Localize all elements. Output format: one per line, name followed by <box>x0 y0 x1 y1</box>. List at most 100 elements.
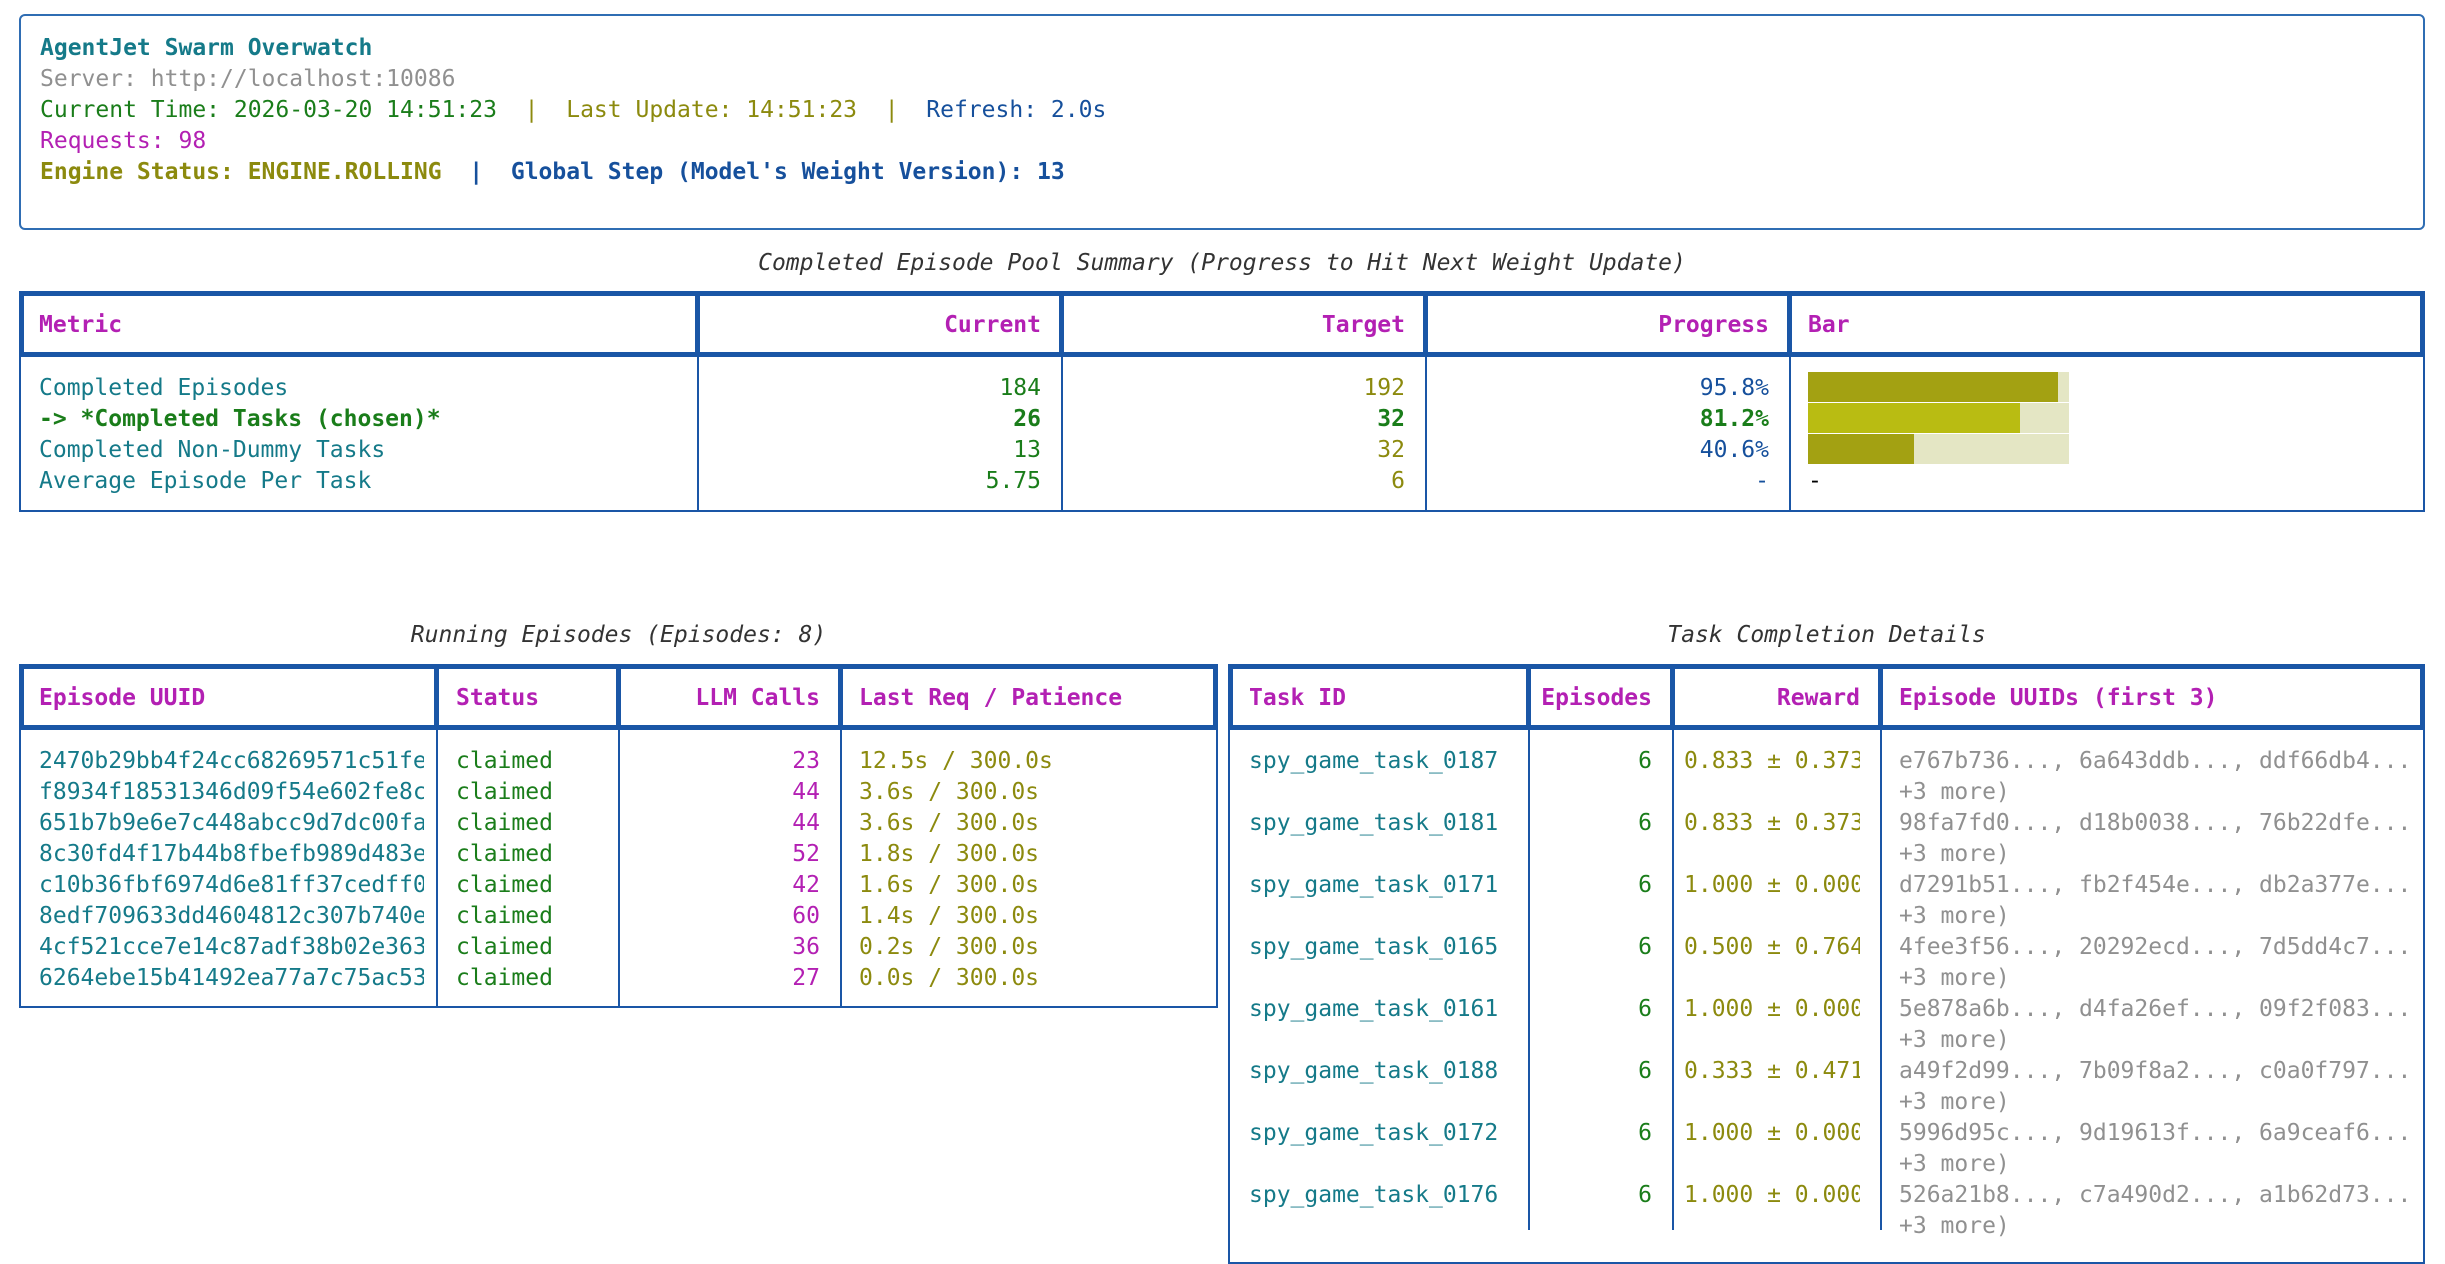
progress-bar-fill <box>1808 403 2020 433</box>
col-header-bar: Bar <box>1808 312 1850 338</box>
episode-uuids-more: +3 more) <box>1899 903 2010 929</box>
episode-count: 6 <box>1638 1058 1652 1084</box>
separator: | <box>469 159 484 185</box>
col-header-current: Current <box>944 312 1041 338</box>
episode-uuid: 651b7b9e6e7c448abcc9d7dc00fa… <box>39 810 424 836</box>
episode-uuids: 526a21b8..., c7a490d2..., a1b62d73... ( <box>1899 1182 2419 1208</box>
divider <box>1423 291 1428 357</box>
divider <box>1670 664 1675 730</box>
status-value: claimed <box>456 748 553 774</box>
last-req-patience: 3.6s / 300.0s <box>859 810 1040 836</box>
last-req-patience: 12.5s / 300.0s <box>859 748 1053 774</box>
divider <box>434 664 439 730</box>
divider <box>1425 357 1427 512</box>
episode-uuids-more: +3 more) <box>1899 841 2010 867</box>
reward-value: 1.000 ± 0.000 <box>1684 1182 1860 1208</box>
col-header-task-id: Task ID <box>1249 685 1346 711</box>
separator: | <box>524 97 539 123</box>
summary-progress: 81.2% <box>1699 406 1769 432</box>
col-header-progress: Progress <box>1658 312 1769 338</box>
episode-count: 6 <box>1638 810 1652 836</box>
divider <box>1059 291 1064 357</box>
running-caption: Running Episodes (Episodes: 8) <box>410 622 827 648</box>
episode-uuid: 4cf521cce7e14c87adf38b02e363… <box>39 934 424 960</box>
episode-uuids-more: +3 more) <box>1899 1089 2010 1115</box>
llm-calls: 52 <box>792 841 820 867</box>
progress-bar <box>1808 434 2069 464</box>
divider <box>1526 664 1531 730</box>
llm-calls: 27 <box>792 965 820 991</box>
episode-uuid: c10b36fbf6974d6e81ff37cedff0… <box>39 872 424 898</box>
progress-bar-fill <box>1808 372 2059 402</box>
summary-metric: Completed Non-Dummy Tasks <box>39 437 386 463</box>
episode-uuid: 6264ebe15b41492ea77a7c75ac53… <box>39 965 424 991</box>
task-id: spy_game_task_0187 <box>1249 748 1499 774</box>
episode-uuids-more: +3 more) <box>1899 1027 2010 1053</box>
status-value: claimed <box>456 965 553 991</box>
summary-target: 6 <box>1391 468 1405 494</box>
divider <box>1528 730 1530 1230</box>
summary-bar-text: - <box>1808 468 1822 494</box>
status-value: claimed <box>456 934 553 960</box>
divider <box>695 291 700 357</box>
summary-progress: - <box>1755 468 1769 494</box>
summary-progress: 95.8% <box>1699 375 1769 401</box>
request-count: Requests: 98 <box>40 128 207 154</box>
reward-value: 1.000 ± 0.000 <box>1684 996 1860 1022</box>
col-header-episodes: Episodes <box>1541 685 1652 711</box>
divider <box>436 730 438 1008</box>
separator: | <box>884 97 899 123</box>
task-id: spy_game_task_0165 <box>1249 934 1499 960</box>
episode-uuids: d7291b51..., fb2f454e..., db2a377e... ( <box>1899 872 2419 898</box>
status-line: Engine Status: ENGINE.ROLLING | Global S… <box>40 157 1065 188</box>
episode-uuids: a49f2d99..., 7b09f8a2..., c0a0f797... ( <box>1899 1058 2419 1084</box>
episode-uuids-more: +3 more) <box>1899 779 2010 805</box>
engine-status: Engine Status: ENGINE.ROLLING <box>40 159 442 185</box>
task-id: spy_game_task_0188 <box>1249 1058 1499 1084</box>
progress-bar <box>1808 403 2069 433</box>
summary-metric: Completed Episodes <box>39 375 289 401</box>
summary-current: 26 <box>1013 406 1041 432</box>
episode-count: 6 <box>1638 1182 1652 1208</box>
task-id: spy_game_task_0161 <box>1249 996 1499 1022</box>
episode-count: 6 <box>1638 1120 1652 1146</box>
time-line: Current Time: 2026-03-20 14:51:23 | Last… <box>40 95 1106 126</box>
reward-value: 0.500 ± 0.764 <box>1684 934 1860 960</box>
progress-bar-fill <box>1808 434 1914 464</box>
tasks-header-frame <box>1228 664 2425 730</box>
summary-metric: Average Episode Per Task <box>39 468 372 494</box>
col-header-reward: Reward <box>1776 685 1860 711</box>
episode-uuid: 8c30fd4f17b44b8fbefb989d483e… <box>39 841 424 867</box>
divider <box>618 730 620 1008</box>
app-title: AgentJet Swarm Overwatch <box>40 35 373 61</box>
summary-caption: Completed Episode Pool Summary (Progress… <box>758 250 1686 276</box>
divider <box>697 357 699 512</box>
last-req-patience: 1.8s / 300.0s <box>859 841 1040 867</box>
summary-target: 192 <box>1363 375 1405 401</box>
episode-uuids-more: +3 more) <box>1899 965 2010 991</box>
divider <box>838 664 843 730</box>
episode-uuids-more: +3 more) <box>1899 1151 2010 1177</box>
llm-calls: 42 <box>792 872 820 898</box>
reward-value: 1.000 ± 0.000 <box>1684 872 1860 898</box>
episode-count: 6 <box>1638 996 1652 1022</box>
llm-calls: 23 <box>792 748 820 774</box>
reward-value: 0.833 ± 0.373 <box>1684 748 1860 774</box>
llm-calls: 44 <box>792 779 820 805</box>
summary-current: 5.75 <box>985 468 1041 494</box>
episode-uuid: f8934f18531346d09f54e602fe8c… <box>39 779 424 805</box>
summary-current: 184 <box>999 375 1041 401</box>
last-req-patience: 1.4s / 300.0s <box>859 903 1040 929</box>
task-id: spy_game_task_0176 <box>1249 1182 1499 1208</box>
task-id: spy_game_task_0181 <box>1249 810 1499 836</box>
episode-uuids: 5996d95c..., 9d19613f..., 6a9ceaf6... ( <box>1899 1120 2419 1146</box>
global-step: Global Step (Model's Weight Version): 13 <box>510 159 1065 185</box>
col-header-episode-uuid: Episode UUID <box>39 685 206 711</box>
server-url: Server: http://localhost:10086 <box>40 66 456 92</box>
reward-value: 1.000 ± 0.000 <box>1684 1120 1860 1146</box>
status-value: claimed <box>456 810 553 836</box>
llm-calls: 44 <box>792 810 820 836</box>
summary-progress: 40.6% <box>1699 437 1769 463</box>
summary-current: 13 <box>1013 437 1041 463</box>
last-req-patience: 0.0s / 300.0s <box>859 965 1040 991</box>
